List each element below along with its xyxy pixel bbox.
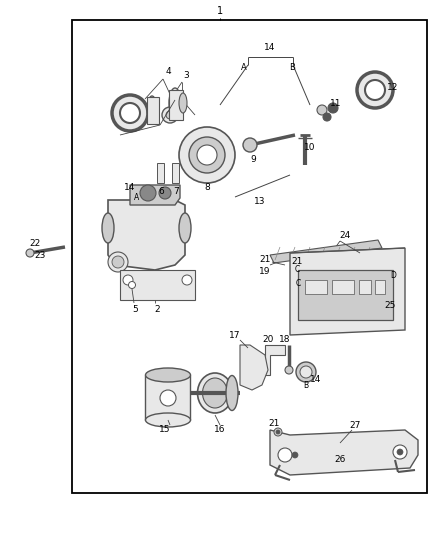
Polygon shape (130, 185, 180, 205)
Circle shape (397, 449, 403, 455)
Bar (172, 163, 179, 183)
Bar (359, 280, 371, 294)
Text: 24: 24 (339, 230, 351, 239)
Text: 15: 15 (159, 425, 171, 434)
Text: 21: 21 (259, 255, 271, 264)
Circle shape (159, 187, 171, 199)
Text: 8: 8 (204, 182, 210, 191)
Ellipse shape (179, 93, 187, 113)
Text: A: A (241, 62, 247, 71)
Polygon shape (108, 200, 185, 270)
Text: 5: 5 (132, 305, 138, 314)
Circle shape (276, 430, 280, 434)
Text: 13: 13 (254, 198, 266, 206)
Text: 25: 25 (384, 301, 396, 310)
Polygon shape (240, 345, 268, 390)
Circle shape (140, 185, 156, 201)
Circle shape (357, 72, 393, 108)
Circle shape (128, 281, 135, 288)
Text: 18: 18 (279, 335, 291, 344)
Bar (145, 375, 190, 420)
Text: 12: 12 (387, 83, 399, 92)
Ellipse shape (147, 96, 157, 124)
Circle shape (120, 103, 140, 123)
Circle shape (317, 105, 327, 115)
Text: 27: 27 (350, 421, 360, 430)
Text: 26: 26 (334, 456, 346, 464)
Circle shape (274, 428, 282, 436)
Ellipse shape (145, 368, 191, 382)
Text: 21: 21 (268, 419, 280, 429)
Circle shape (166, 111, 174, 119)
Ellipse shape (169, 88, 181, 118)
Text: 7: 7 (173, 188, 179, 197)
Polygon shape (270, 430, 418, 475)
Circle shape (189, 137, 225, 173)
Circle shape (243, 138, 257, 152)
Polygon shape (265, 345, 285, 375)
Bar (298, 270, 393, 320)
Circle shape (393, 445, 407, 459)
Text: 4: 4 (165, 68, 171, 77)
Text: 19: 19 (259, 268, 271, 277)
Text: 21: 21 (291, 257, 303, 266)
Text: 11: 11 (330, 100, 342, 109)
Circle shape (285, 366, 293, 374)
Bar (305, 280, 327, 294)
Bar (375, 280, 385, 294)
Circle shape (197, 145, 217, 165)
Circle shape (300, 366, 312, 378)
Text: B: B (289, 62, 295, 71)
Circle shape (162, 107, 178, 123)
Text: 22: 22 (29, 239, 41, 248)
Text: 3: 3 (183, 71, 189, 80)
Text: 14: 14 (264, 44, 276, 52)
Text: C: C (295, 279, 300, 287)
Ellipse shape (145, 413, 191, 427)
Circle shape (112, 95, 148, 131)
Bar (169, 90, 183, 120)
Polygon shape (290, 248, 405, 335)
Circle shape (323, 113, 331, 121)
Text: 1: 1 (217, 6, 223, 16)
Text: 23: 23 (34, 251, 46, 260)
Circle shape (26, 249, 34, 257)
Bar (72, 20, 427, 493)
Bar (120, 270, 195, 300)
Ellipse shape (179, 213, 191, 243)
Bar (147, 97, 159, 124)
Circle shape (108, 252, 128, 272)
Text: D: D (390, 271, 396, 279)
Circle shape (296, 362, 316, 382)
Text: A: A (134, 192, 140, 201)
Text: 17: 17 (229, 330, 241, 340)
Circle shape (112, 256, 124, 268)
Circle shape (179, 127, 235, 183)
Polygon shape (270, 240, 382, 263)
Text: 14: 14 (124, 182, 136, 191)
Circle shape (278, 448, 292, 462)
Text: 16: 16 (214, 425, 226, 434)
Circle shape (182, 275, 192, 285)
Circle shape (328, 103, 338, 113)
Text: C: C (294, 264, 300, 273)
Bar (157, 163, 164, 183)
Circle shape (292, 452, 298, 458)
Bar (332, 280, 354, 294)
Ellipse shape (226, 376, 238, 410)
Text: 9: 9 (250, 155, 256, 164)
Text: 10: 10 (304, 143, 316, 152)
Circle shape (160, 390, 176, 406)
Text: B: B (304, 382, 308, 391)
Circle shape (123, 275, 133, 285)
Text: 2: 2 (154, 305, 160, 314)
Ellipse shape (102, 213, 114, 243)
Text: 20: 20 (262, 335, 274, 344)
Ellipse shape (202, 378, 227, 408)
Text: 6: 6 (158, 188, 164, 197)
Ellipse shape (198, 373, 233, 413)
Circle shape (365, 80, 385, 100)
Text: 14: 14 (310, 376, 321, 384)
